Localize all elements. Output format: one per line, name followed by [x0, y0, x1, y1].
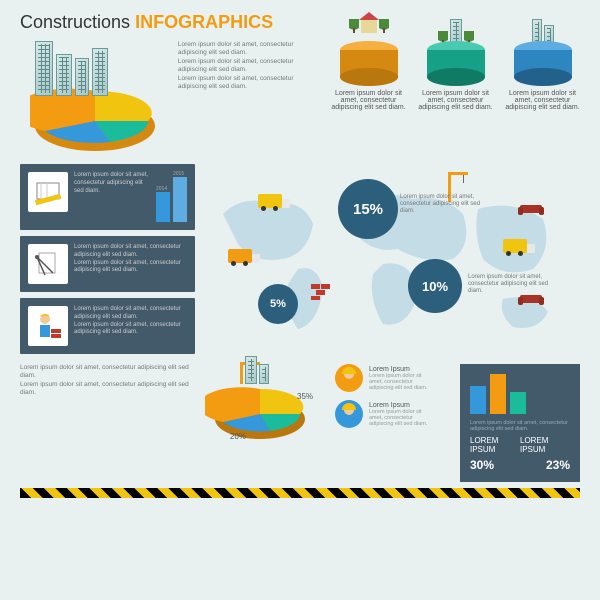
stats-panel: Lorem ipsum dolor sit amet, consectetur … [460, 364, 580, 482]
world-map: 15% 10% 5% Lorem ipsum dolor sit amet, c… [203, 164, 573, 354]
hero-chart [20, 41, 168, 156]
svg-text:35%: 35% [297, 392, 313, 401]
stat-bubble-15: 15% [338, 179, 398, 239]
page-title: Constructions INFOGRAPHICS [20, 12, 580, 33]
bulldozer-icon [228, 249, 252, 263]
truck-icon [503, 239, 527, 253]
sofa-icon [518, 199, 544, 220]
panel-planning: Lorem ipsum dolor sit amet, consectetur … [20, 164, 195, 230]
worker-list: Lorem IpsumLorem ipsum dolor sit amet, c… [335, 364, 450, 482]
svg-text:20%: 20% [230, 432, 246, 441]
bottom-text: Lorem ipsum dolor sit amet, consectetur … [20, 364, 195, 482]
worker-avatar [335, 400, 363, 428]
stat-bubble-10: 10% [408, 259, 462, 313]
truck-icon [258, 194, 282, 208]
panel-design: Lorem ipsum dolor sit amet, consectetur … [20, 236, 195, 292]
bricklayer-icon [28, 306, 68, 346]
side-panels: Lorem ipsum dolor sit amet, consectetur … [20, 164, 195, 360]
bricks-icon [311, 284, 331, 305]
panel-worker: Lorem ipsum dolor sit amet, consectetur … [20, 298, 195, 354]
compass-icon [28, 244, 68, 284]
hero-text: Lorem ipsum dolor sit amet, consectetur … [178, 41, 321, 156]
bottom-pie-chart: 35% 20% [205, 364, 325, 449]
worker-avatar [335, 364, 363, 392]
ruler-icon [28, 172, 68, 212]
platform-row: Lorem ipsum dolor sit amet, consectetur … [331, 41, 580, 156]
hazard-stripe [20, 488, 580, 498]
stat-bubble-5: 5% [258, 284, 298, 324]
